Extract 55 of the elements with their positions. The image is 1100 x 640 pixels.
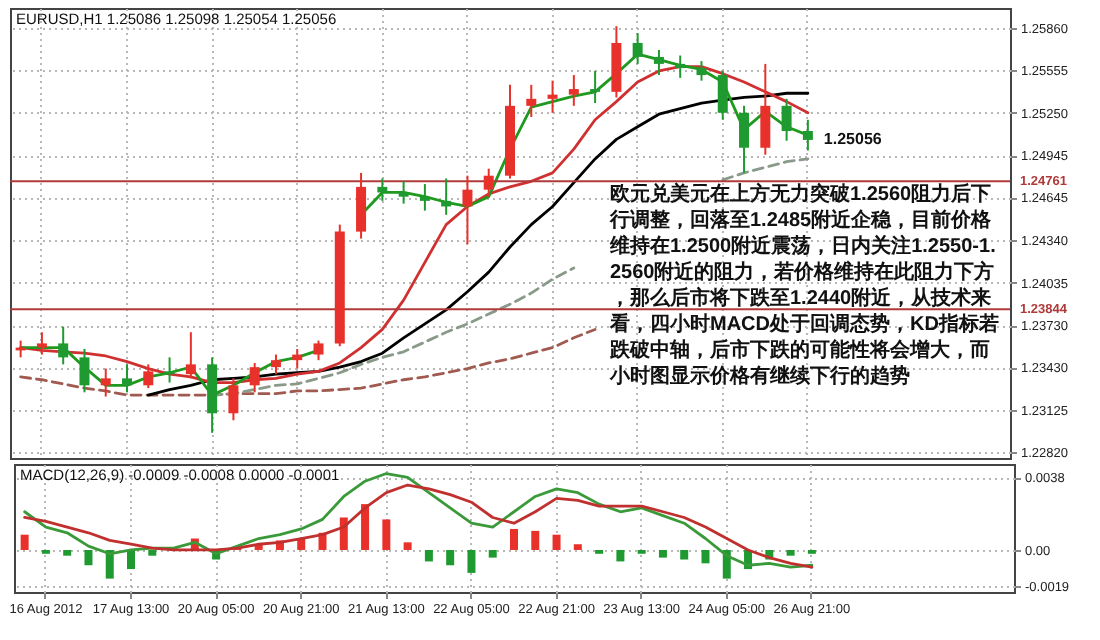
bar	[148, 549, 157, 556]
annotation: 1.25056	[823, 129, 883, 148]
bar	[552, 534, 561, 550]
candlestick	[526, 83, 537, 119]
candlestick	[590, 69, 601, 105]
bar	[616, 549, 625, 562]
bar	[680, 549, 689, 560]
candlestick	[781, 97, 792, 142]
candlestick	[547, 79, 558, 114]
candlestick	[632, 32, 643, 65]
bar	[382, 519, 391, 550]
bar	[446, 549, 455, 566]
candlestick	[653, 48, 664, 77]
bar	[63, 549, 72, 556]
candlestick	[143, 363, 154, 390]
bar	[20, 534, 29, 550]
candlestick	[483, 167, 494, 198]
candlestick	[717, 69, 728, 121]
candlestick	[419, 183, 430, 212]
candlestick	[100, 367, 111, 398]
candlestick	[313, 339, 324, 362]
candlestick	[356, 171, 367, 240]
bar	[339, 517, 348, 550]
candlestick	[739, 104, 750, 174]
bar	[488, 549, 497, 558]
bar	[531, 530, 540, 550]
bar	[105, 549, 114, 579]
candlestick	[802, 118, 813, 152]
annotation: 欧元兑美元在上方无力突破1.2560阻力后下行调整，回落至1.2485附近企稳，目前价格维持在1.2500附近震荡，日内关注1.2550-1.2560附近的阻力，若价格维持在此阻力下方，那么后市将下跌至1.2440附近，从技术来看，四小时MACD处于回调态势，KD指标若跌破中轴，后市下跌的可能性将会增大，而小时图显示价格有继续下行的趋势	[608, 181, 999, 388]
bar	[84, 549, 93, 566]
candlestick	[398, 180, 409, 205]
bar	[127, 549, 136, 570]
bar	[510, 528, 518, 550]
bar	[573, 544, 582, 550]
bar	[424, 549, 433, 562]
candlestick	[249, 361, 260, 394]
candlestick	[270, 353, 281, 376]
bar	[361, 504, 370, 550]
candlestick	[122, 363, 133, 394]
candlestick	[36, 331, 47, 356]
candlestick	[760, 62, 771, 156]
candlestick	[675, 54, 686, 79]
bar	[701, 549, 710, 564]
bar	[403, 542, 412, 550]
candlestick	[185, 331, 196, 380]
bar	[658, 549, 667, 558]
candlestick	[568, 74, 579, 107]
candlestick	[79, 347, 90, 394]
bar	[467, 549, 476, 573]
candlestick	[462, 174, 473, 246]
bar	[786, 549, 795, 556]
candlestick	[164, 356, 175, 384]
candlestick	[58, 325, 69, 366]
candlestick	[696, 60, 707, 82]
candlestick	[228, 377, 239, 422]
